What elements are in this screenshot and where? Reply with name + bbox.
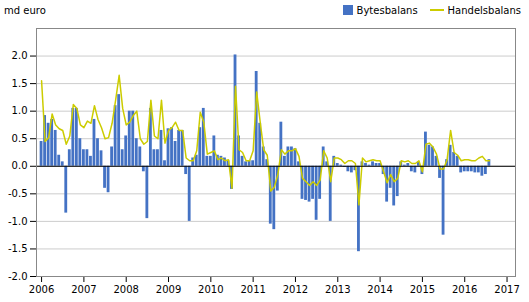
html-text:Bytesbalans: Bytesbalans bbox=[356, 4, 418, 16]
svg-text:0.5: 0.5 bbox=[12, 133, 28, 144]
svg-text:2010: 2010 bbox=[198, 284, 223, 295]
svg-text:2016: 2016 bbox=[452, 284, 477, 295]
html-text:Handelsbalans: Handelsbalans bbox=[447, 4, 521, 16]
svg-text:0.0: 0.0 bbox=[12, 160, 28, 171]
svg-text:-1.0: -1.0 bbox=[8, 216, 28, 227]
svg-text:1.5: 1.5 bbox=[12, 78, 28, 89]
svg-text:2011: 2011 bbox=[240, 284, 265, 295]
svg-text:1.0: 1.0 bbox=[12, 105, 28, 116]
svg-text:2009: 2009 bbox=[156, 284, 181, 295]
svg-text:2015: 2015 bbox=[410, 284, 435, 295]
svg-text:-0.5: -0.5 bbox=[8, 188, 28, 199]
svg-text:2017: 2017 bbox=[494, 284, 519, 295]
svg-text:2008: 2008 bbox=[113, 284, 138, 295]
html-text:md euro: md euro bbox=[4, 4, 46, 16]
svg-text:2006: 2006 bbox=[29, 284, 54, 295]
svg-text:2014: 2014 bbox=[367, 284, 392, 295]
svg-text:2.0: 2.0 bbox=[12, 50, 28, 61]
svg-text:2013: 2013 bbox=[325, 284, 350, 295]
svg-text:-2.0: -2.0 bbox=[8, 271, 28, 282]
svg-text:-1.5: -1.5 bbox=[8, 243, 28, 254]
svg-text:2012: 2012 bbox=[283, 284, 308, 295]
svg-text:2007: 2007 bbox=[71, 284, 96, 295]
